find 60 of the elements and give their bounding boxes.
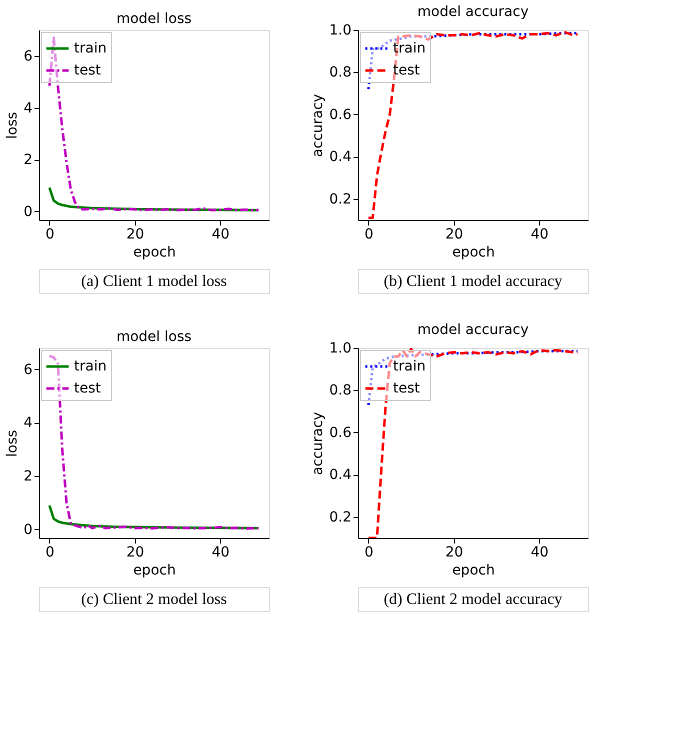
x-axis-title: epoch: [133, 562, 176, 578]
legend-label: train: [393, 358, 426, 374]
chart-title: model accuracy: [417, 322, 529, 338]
x-tick-label: 20: [445, 226, 464, 242]
y-axis-title: loss: [4, 430, 21, 458]
y-tick-label: 0.4: [329, 149, 352, 166]
y-axis-title: accuracy: [310, 94, 326, 158]
y-tick-label: 0.2: [329, 509, 352, 526]
x-tick-label: 40: [212, 226, 230, 242]
x-tick-label: 40: [530, 544, 549, 560]
legend-label: train: [74, 40, 107, 56]
x-axis-title: epoch: [452, 562, 495, 578]
text: (a) Client 1 model loss: [81, 273, 227, 290]
legend-label: train: [393, 40, 426, 56]
x-tick-label: 20: [126, 226, 144, 242]
y-tick-label: 2: [24, 468, 32, 485]
y-tick-label: 0: [24, 204, 32, 220]
legend-label: test: [74, 62, 102, 78]
y-tick-label: 4: [24, 100, 33, 116]
y-axis-title: loss: [4, 112, 21, 140]
y-axis-title: accuracy: [310, 412, 326, 476]
legend-label: train: [74, 358, 107, 374]
y-tick-label: 1.0: [329, 340, 352, 356]
x-tick-label: 40: [212, 544, 230, 560]
x-tick-label: 40: [530, 226, 549, 242]
line-series: [48, 36, 260, 212]
text: (b) Client 1 model accuracy: [384, 273, 562, 290]
chart-title: model loss: [116, 329, 192, 345]
y-tick-label: 0.4: [329, 467, 352, 484]
line-series: [367, 32, 579, 90]
y-tick-label: 1.0: [329, 22, 352, 38]
x-axis-title: epoch: [133, 244, 176, 260]
x-tick-label: 0: [45, 544, 54, 560]
x-tick-label: 20: [445, 544, 464, 560]
y-tick-label: 0.8: [329, 382, 352, 399]
legend-label: test: [74, 380, 102, 396]
y-tick-label: 6: [24, 362, 33, 378]
x-tick-label: 0: [364, 544, 374, 560]
text: (c) Client 2 model loss: [81, 591, 227, 608]
line-series: [367, 30, 579, 220]
y-tick-label: 0.6: [329, 106, 352, 123]
y-tick-label: 6: [24, 48, 33, 64]
text: (d) Client 2 model accuracy: [384, 591, 562, 608]
line-series: [367, 350, 579, 406]
y-tick-label: 0: [24, 522, 32, 538]
y-tick-label: 0.2: [329, 191, 352, 208]
line-series: [367, 348, 579, 538]
legend-label: test: [393, 62, 420, 78]
x-tick-label: 0: [45, 226, 54, 242]
chart-title: model loss: [116, 11, 192, 27]
legend-label: test: [393, 380, 420, 396]
x-tick-label: 0: [364, 226, 374, 242]
y-tick-label: 2: [24, 152, 32, 168]
x-tick-label: 20: [126, 544, 144, 560]
y-tick-label: 4: [24, 415, 33, 432]
x-axis-title: epoch: [452, 244, 495, 260]
y-tick-label: 0.8: [329, 64, 352, 81]
y-tick-label: 0.6: [329, 424, 352, 441]
line-series: [48, 354, 260, 530]
chart-title: model accuracy: [417, 4, 529, 20]
